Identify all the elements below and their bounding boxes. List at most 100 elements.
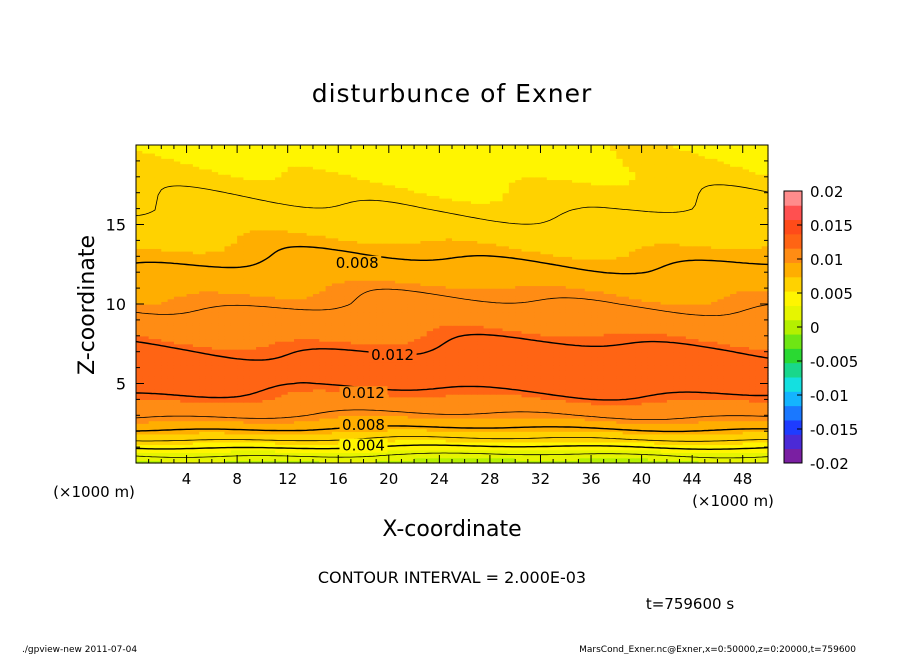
field-cell xyxy=(477,441,485,446)
field-cell xyxy=(230,439,238,443)
field-cell xyxy=(559,431,567,435)
field-cell xyxy=(698,449,706,453)
field-cell xyxy=(483,447,491,451)
field-cell xyxy=(439,433,447,438)
field-cell xyxy=(521,447,529,451)
field-cell xyxy=(186,431,194,435)
field-cell xyxy=(742,460,750,464)
field-cell xyxy=(654,452,662,456)
field-cell xyxy=(698,455,706,459)
field-cell xyxy=(350,460,358,464)
field-cell xyxy=(666,441,674,446)
field-cell xyxy=(420,457,428,461)
field-cell xyxy=(331,455,339,459)
field-cell xyxy=(458,433,466,438)
field-cell xyxy=(679,449,687,453)
field-cell xyxy=(660,441,668,446)
field-cell xyxy=(717,452,725,456)
field-cell xyxy=(382,433,390,438)
field-cell xyxy=(717,436,725,440)
field-cell xyxy=(616,449,624,453)
field-cell xyxy=(502,433,510,438)
field-cell xyxy=(161,441,169,446)
field-cell xyxy=(426,457,434,461)
field-cell xyxy=(660,455,668,459)
field-cell xyxy=(312,457,320,461)
field-cell xyxy=(211,444,219,448)
field-cell xyxy=(679,436,687,440)
field-cell xyxy=(211,436,219,440)
field-cell xyxy=(578,433,586,438)
field-cell xyxy=(426,452,434,456)
field-cell xyxy=(628,433,636,438)
field-cell xyxy=(294,444,301,448)
field-cell xyxy=(161,449,169,453)
field-cell xyxy=(237,457,245,461)
field-cell xyxy=(477,433,485,438)
field-cell xyxy=(218,441,226,446)
field-cell xyxy=(161,436,169,440)
field-cell xyxy=(603,449,611,453)
field-cell xyxy=(161,455,169,459)
field-cell xyxy=(142,449,150,453)
field-cell xyxy=(540,452,548,456)
field-cell xyxy=(654,455,662,459)
field-cell xyxy=(755,444,763,448)
field-cell xyxy=(211,452,219,456)
field-cell xyxy=(325,441,333,446)
field-cell xyxy=(331,452,339,456)
field-cell xyxy=(439,447,447,451)
field-cell xyxy=(294,457,301,461)
field-cell xyxy=(647,452,655,456)
field-cell xyxy=(401,455,409,459)
field-cell xyxy=(388,439,396,443)
field-cell xyxy=(325,433,333,438)
chart-title: disturbunce of Exner xyxy=(312,79,593,108)
field-cell xyxy=(262,457,270,461)
field-cell xyxy=(521,441,529,446)
field-cell xyxy=(388,457,396,461)
field-cell xyxy=(584,447,592,451)
field-cell xyxy=(407,449,415,453)
field-cell xyxy=(736,455,744,459)
field-cell xyxy=(616,460,624,464)
field-cell xyxy=(426,449,434,453)
field-cell xyxy=(445,441,453,446)
field-cell xyxy=(736,460,744,464)
field-cell xyxy=(256,433,263,438)
field-cell xyxy=(294,431,301,435)
field-cell xyxy=(502,447,510,451)
field-cell xyxy=(281,441,289,446)
field-cell xyxy=(433,433,440,438)
field-cell xyxy=(445,447,453,451)
field-cell xyxy=(521,431,529,435)
field-cell xyxy=(230,447,238,451)
field-cell xyxy=(679,433,687,438)
field-cell xyxy=(161,431,169,435)
field-cell xyxy=(597,457,605,461)
field-cell xyxy=(717,441,725,446)
field-cell xyxy=(477,460,485,464)
field-cell xyxy=(692,460,700,464)
field-cell xyxy=(546,433,554,438)
field-cell xyxy=(736,449,744,453)
field-cell xyxy=(685,460,693,464)
field-cell xyxy=(508,447,516,451)
field-cell xyxy=(540,431,548,435)
field-cell xyxy=(502,457,510,461)
field-cell xyxy=(173,452,181,456)
field-cell xyxy=(742,455,750,459)
field-cell xyxy=(382,431,390,435)
field-cell xyxy=(477,455,485,459)
field-cell xyxy=(199,444,207,448)
field-cell xyxy=(711,449,719,453)
field-cell xyxy=(584,441,592,446)
field-cell xyxy=(660,444,668,448)
field-cell xyxy=(742,439,750,443)
field-cell xyxy=(666,460,674,464)
field-cell xyxy=(717,460,725,464)
field-cell xyxy=(698,460,706,464)
field-cell xyxy=(275,455,282,459)
field-cell xyxy=(376,460,384,464)
field-cell xyxy=(338,433,346,438)
